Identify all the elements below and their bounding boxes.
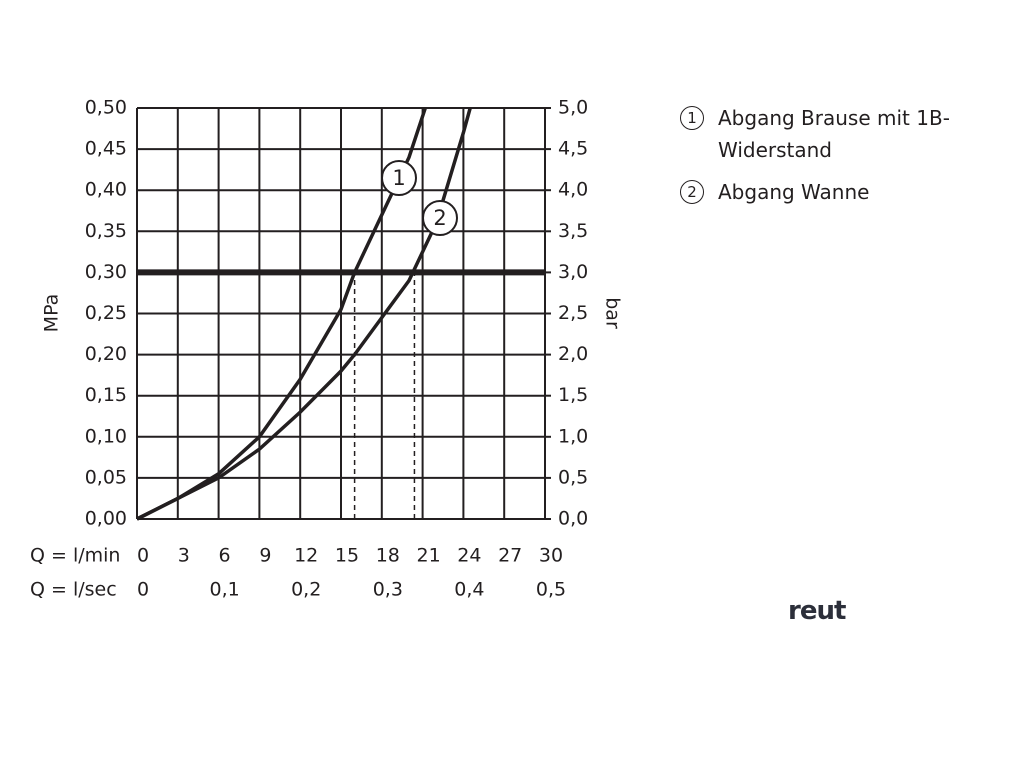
y-tick-label: 0,40 [85,179,127,201]
x2-tick-label: 0,4 [454,579,484,601]
curve-marker-circle [381,160,417,196]
y2-tick-label: 2,5 [558,302,588,324]
y2-tick-label: 1,0 [558,425,588,447]
legend-item: 1 Abgang Brause mit 1B-Widerstand [680,102,983,166]
y2-axis-label: bar [602,297,624,329]
x2-tick-label: 0,5 [536,579,566,601]
x-tick-label: 30 [539,545,563,567]
y-tick-label: 0,45 [85,138,127,160]
y2-tick-label: 2,0 [558,343,588,365]
y-axis-label: MPa [41,294,63,333]
curve-marker: 2 [433,206,446,230]
curve-marker: 1 [392,166,405,190]
x2-tick-label: 0,1 [209,579,239,601]
y-tick-label: 0,50 [85,97,127,119]
y2-tick-label: 0,0 [558,508,588,530]
x-tick-label: 9 [259,545,271,567]
y2-tick-label: 1,5 [558,384,588,406]
y-tick-label: 0,05 [85,466,127,488]
legend-label: Abgang Wanne [718,180,870,204]
y-tick-label: 0,25 [85,302,127,324]
x2-tick-label: 0,2 [291,579,321,601]
y-tick-label: 0,15 [85,384,127,406]
y-tick-label: 0,10 [85,425,127,447]
x-tick-label: 27 [498,545,522,567]
legend-marker: 1 [680,106,704,130]
y-tick-label: 0,30 [85,261,127,283]
y2-tick-label: 3,5 [558,220,588,242]
curve-marker-circle [422,200,458,236]
y2-tick-label: 4,5 [558,138,588,160]
y2-tick-label: 4,0 [558,179,588,201]
x-tick-label: 12 [294,545,318,567]
y2-tick-label: 5,0 [558,97,588,119]
x-axis-label: Q = l/min [30,545,120,567]
x-tick-label: 18 [376,545,400,567]
x-tick-label: 6 [219,545,231,567]
y-tick-label: 0,00 [85,508,127,530]
legend-item: 2 Abgang Wanne [680,176,983,208]
x-tick-label: 3 [178,545,190,567]
y-tick-label: 0,20 [85,343,127,365]
x-tick-label: 15 [335,545,359,567]
y2-tick-label: 3,0 [558,261,588,283]
x-tick-label: 0 [137,545,149,567]
x2-axis-label: Q = l/sec [30,579,117,601]
x2-tick-label: 0,3 [373,579,403,601]
x2-tick-label: 0 [137,579,149,601]
y2-tick-label: 0,5 [558,466,588,488]
x-tick-label: 21 [417,545,441,567]
legend-label: Abgang Brause mit 1B-Widerstand [718,106,950,162]
x-tick-label: 24 [457,545,481,567]
legend-marker: 2 [680,180,704,204]
y-tick-label: 0,35 [85,220,127,242]
watermark: reut [788,596,846,626]
